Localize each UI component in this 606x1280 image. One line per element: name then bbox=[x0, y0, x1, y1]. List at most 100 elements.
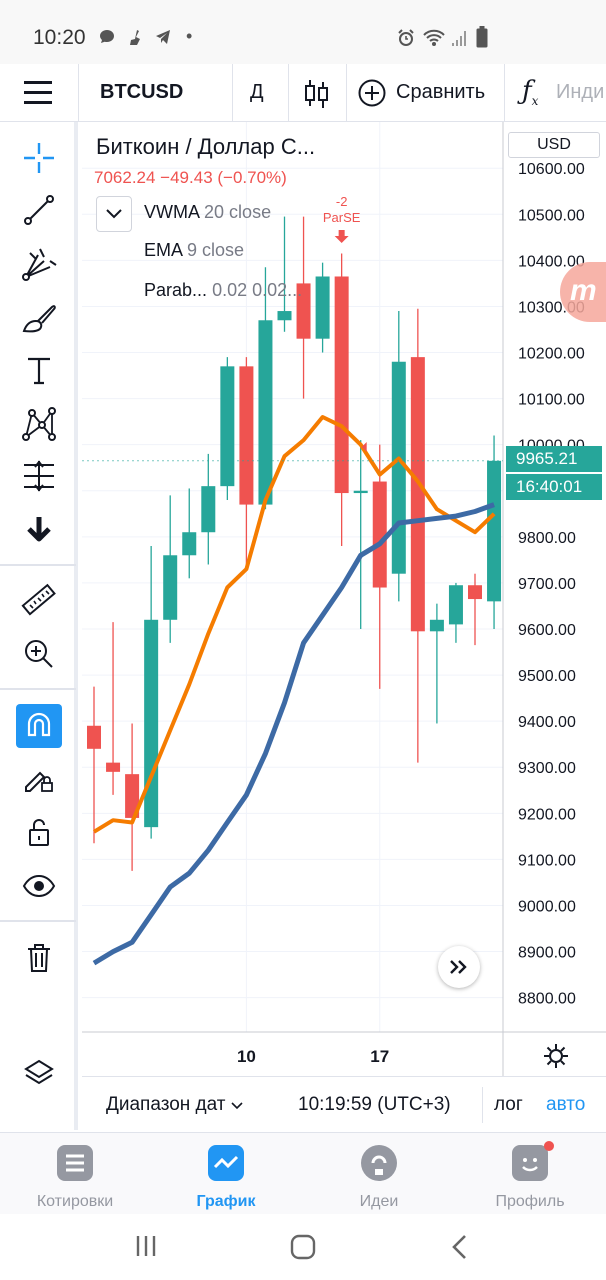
candle-body bbox=[106, 762, 121, 772]
auto-scale-toggle[interactable]: авто bbox=[546, 1094, 586, 1115]
plus-circle-icon bbox=[358, 79, 386, 107]
top-toolbar: BTCUSD Д Сравнить ƒx Инди bbox=[0, 64, 606, 122]
zoom-in-tool[interactable] bbox=[14, 632, 64, 676]
price-tick-label: 10600.00 bbox=[518, 161, 585, 178]
eye-icon bbox=[22, 874, 56, 898]
chart-pane[interactable]: 10600.00 10500.00 10400.00 10300.00 10200.00… bbox=[82, 122, 606, 1130]
chart-icon bbox=[208, 1145, 244, 1181]
candle-body bbox=[87, 725, 101, 749]
ruler-icon bbox=[21, 583, 56, 616]
lock-drawing-tool[interactable] bbox=[14, 756, 64, 800]
interval-selector[interactable]: Д bbox=[250, 81, 264, 103]
recent-apps-icon[interactable] bbox=[134, 1234, 158, 1258]
home-icon[interactable] bbox=[290, 1234, 316, 1260]
forecast-icon bbox=[24, 460, 54, 492]
candle-body bbox=[315, 276, 330, 339]
crosshair-tool[interactable] bbox=[14, 136, 64, 180]
message-icon bbox=[100, 30, 114, 43]
object-tree-button[interactable] bbox=[14, 1052, 64, 1096]
text-tool[interactable] bbox=[14, 348, 64, 392]
chart-type-button[interactable] bbox=[290, 64, 344, 122]
price-tick-label: 9100.00 bbox=[518, 852, 576, 869]
candle-body bbox=[220, 366, 235, 487]
pattern-tool[interactable] bbox=[14, 402, 64, 446]
hamburger-icon bbox=[24, 81, 52, 104]
status-time: 10:20 bbox=[33, 26, 86, 49]
nav-quotes[interactable]: Котировки bbox=[15, 1141, 135, 1211]
price-tick-label: 9300.00 bbox=[518, 760, 576, 777]
back-icon[interactable] bbox=[450, 1234, 470, 1260]
unlock-icon bbox=[29, 819, 49, 846]
notification-dot bbox=[544, 1141, 554, 1151]
pitchfork-icon bbox=[22, 248, 57, 281]
gear-icon[interactable] bbox=[542, 1042, 570, 1070]
price-chart[interactable]: 10600.0010500.0010400.0010300.0010200.00… bbox=[82, 122, 606, 1076]
signal-icon bbox=[452, 31, 466, 46]
brush-tool[interactable] bbox=[14, 296, 64, 340]
nav-profile[interactable]: Профиль bbox=[470, 1141, 590, 1211]
indicators-label: Инди bbox=[556, 81, 605, 103]
legend-ema[interactable]: EMA 9 close bbox=[144, 240, 245, 260]
function-icon: ƒx bbox=[522, 76, 539, 109]
visibility-tool[interactable] bbox=[14, 864, 64, 908]
sell-signal-arrow bbox=[334, 230, 349, 243]
compare-button[interactable]: Сравнить bbox=[348, 64, 504, 122]
more-tools-button[interactable] bbox=[14, 508, 64, 552]
candle-body bbox=[353, 490, 368, 494]
telegram-icon bbox=[156, 30, 170, 44]
promo-logo-badge[interactable]: m bbox=[560, 262, 606, 322]
price-tick-label: 8900.00 bbox=[518, 945, 576, 962]
candle-body bbox=[429, 619, 444, 632]
chevron-down-icon bbox=[106, 209, 122, 219]
ruler-tool[interactable] bbox=[14, 578, 64, 622]
timezone-button[interactable]: 10:19:59 (UTC+3) bbox=[298, 1094, 451, 1115]
nav-chart[interactable]: График bbox=[166, 1141, 286, 1211]
text-icon bbox=[28, 357, 50, 385]
candle-body bbox=[448, 585, 463, 625]
scroll-to-realtime-button[interactable] bbox=[438, 946, 480, 988]
candle-body bbox=[258, 320, 273, 505]
menu-button[interactable] bbox=[0, 64, 78, 122]
candle-body bbox=[334, 276, 349, 494]
broom-icon bbox=[130, 30, 140, 45]
currency-badge[interactable]: USD bbox=[508, 132, 600, 158]
candle-body bbox=[391, 361, 406, 574]
time-tick-label: 17 bbox=[370, 1047, 389, 1066]
trend-line-tool[interactable] bbox=[14, 188, 64, 232]
bar-countdown-tag: 16:40:01 bbox=[506, 474, 602, 500]
lock-tool[interactable] bbox=[14, 810, 64, 854]
crosshair-icon bbox=[24, 143, 54, 173]
symbol-selector[interactable]: BTCUSD bbox=[100, 81, 184, 103]
bottom-navigation: Котировки График Идеи Профиль bbox=[0, 1132, 606, 1214]
arrow-down-icon bbox=[27, 517, 51, 542]
candle-body bbox=[487, 460, 502, 602]
log-scale-toggle[interactable]: лог bbox=[494, 1094, 523, 1115]
price-tick-label: 10200.00 bbox=[518, 346, 585, 363]
fib-tool[interactable] bbox=[14, 242, 64, 286]
date-range-button[interactable]: Диапазон дат bbox=[106, 1094, 243, 1116]
magnet-icon bbox=[27, 712, 51, 737]
price-tick-label: 9500.00 bbox=[518, 668, 576, 685]
delete-tool[interactable] bbox=[14, 936, 64, 980]
price-tick-label: 10500.00 bbox=[518, 207, 585, 224]
vwma-line bbox=[92, 502, 495, 966]
price-tick-label: 9200.00 bbox=[518, 806, 576, 823]
legend-vwma[interactable]: VWMA 20 close bbox=[144, 202, 272, 222]
candle-body bbox=[201, 486, 216, 533]
candles-icon bbox=[305, 80, 328, 108]
candle-body bbox=[410, 357, 425, 632]
price-tick-label: 9400.00 bbox=[518, 714, 576, 731]
measure-tool[interactable] bbox=[14, 454, 64, 498]
quotes-icon bbox=[57, 1145, 93, 1181]
nav-ideas[interactable]: Идеи bbox=[319, 1141, 439, 1211]
legend-parabolic-sar[interactable]: Parab... 0.02 0.02... bbox=[144, 280, 303, 300]
trash-icon bbox=[28, 944, 50, 972]
price-tick-label: 9800.00 bbox=[518, 530, 576, 547]
legend-toggle-button[interactable] bbox=[96, 196, 132, 232]
magnet-tool[interactable] bbox=[16, 704, 62, 748]
indicators-button[interactable]: ƒx Инди bbox=[506, 64, 606, 122]
price-tick-label: 8800.00 bbox=[518, 991, 576, 1008]
sar-marker bbox=[361, 441, 367, 452]
brush-icon bbox=[22, 305, 56, 333]
candle-body bbox=[239, 366, 254, 505]
